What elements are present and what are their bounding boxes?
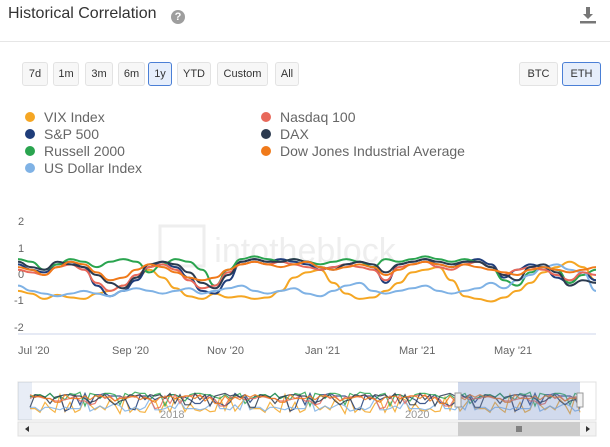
navigator-series-line bbox=[29, 392, 581, 408]
series-line bbox=[17, 263, 597, 298]
legend-dot-icon bbox=[25, 146, 35, 156]
navigator-series-line bbox=[30, 394, 581, 412]
asset-button-btc[interactable]: BTC bbox=[519, 62, 558, 86]
navigator-handle-right bbox=[576, 392, 584, 408]
legend-dot-icon bbox=[25, 129, 35, 139]
scrollbar-track bbox=[17, 421, 597, 437]
legend-label: DAX bbox=[280, 126, 309, 142]
legend-label: S&P 500 bbox=[44, 126, 100, 142]
series-line bbox=[17, 260, 597, 282]
page-title: Historical Correlation bbox=[8, 5, 157, 22]
range-button-custom[interactable]: Custom bbox=[217, 62, 268, 86]
scrollbar-grip-icon bbox=[516, 426, 522, 432]
header: Historical Correlation ? bbox=[0, 0, 610, 42]
x-tick-label: May '21 bbox=[494, 345, 533, 357]
navigator-handle-left bbox=[454, 392, 462, 408]
download-icon[interactable] bbox=[579, 6, 597, 24]
legend-dot-icon bbox=[261, 112, 271, 122]
x-tick-label: Nov '20 bbox=[207, 345, 244, 357]
range-button-1y[interactable]: 1y bbox=[148, 62, 172, 86]
range-button-1m[interactable]: 1m bbox=[53, 62, 79, 86]
scroll-left-arrow-icon bbox=[25, 426, 29, 432]
range-button-all[interactable]: All bbox=[275, 62, 299, 86]
legend-label: VIX Index bbox=[44, 109, 105, 125]
legend-dot-icon bbox=[261, 146, 271, 156]
navigator-selection bbox=[458, 382, 580, 420]
navigator-tick-label: 2020 bbox=[405, 409, 429, 421]
scroll-right-arrow-icon bbox=[586, 426, 590, 432]
y-tick-label: -1 bbox=[14, 295, 24, 307]
asset-button-eth[interactable]: ETH bbox=[562, 62, 601, 86]
legend-label: Russell 2000 bbox=[44, 143, 125, 159]
x-tick-label: Jan '21 bbox=[305, 345, 341, 357]
help-icon[interactable]: ? bbox=[171, 10, 185, 24]
legend-dot-icon bbox=[25, 163, 35, 173]
navigator-series-group bbox=[29, 391, 581, 416]
navigator-series-line bbox=[29, 393, 581, 405]
legend-label: US Dollar Index bbox=[44, 160, 143, 176]
watermark-logo-icon bbox=[158, 224, 206, 268]
y-tick-label: -2 bbox=[14, 322, 24, 334]
x-tick-label: Jul '20 bbox=[18, 345, 50, 357]
y-tick-label: 2 bbox=[18, 216, 25, 228]
navigator-tick-label: 2018 bbox=[160, 409, 184, 421]
legend-dot-icon bbox=[261, 129, 271, 139]
range-button-3m[interactable]: 3m bbox=[85, 62, 113, 86]
y-tick-label: 1 bbox=[18, 243, 25, 255]
range-button-ytd[interactable]: YTD bbox=[177, 62, 211, 86]
y-tick-label: 0 bbox=[18, 269, 25, 281]
x-tick-label: Sep '20 bbox=[112, 345, 149, 357]
range-button-6m[interactable]: 6m bbox=[118, 62, 145, 86]
navigator-mask bbox=[18, 382, 32, 420]
legend-label: Dow Jones Industrial Average bbox=[280, 143, 465, 159]
x-tick-label: Mar '21 bbox=[399, 345, 436, 357]
legend-label: Nasdaq 100 bbox=[280, 109, 356, 125]
legend-dot-icon bbox=[25, 112, 35, 122]
range-button-7d[interactable]: 7d bbox=[22, 62, 48, 86]
